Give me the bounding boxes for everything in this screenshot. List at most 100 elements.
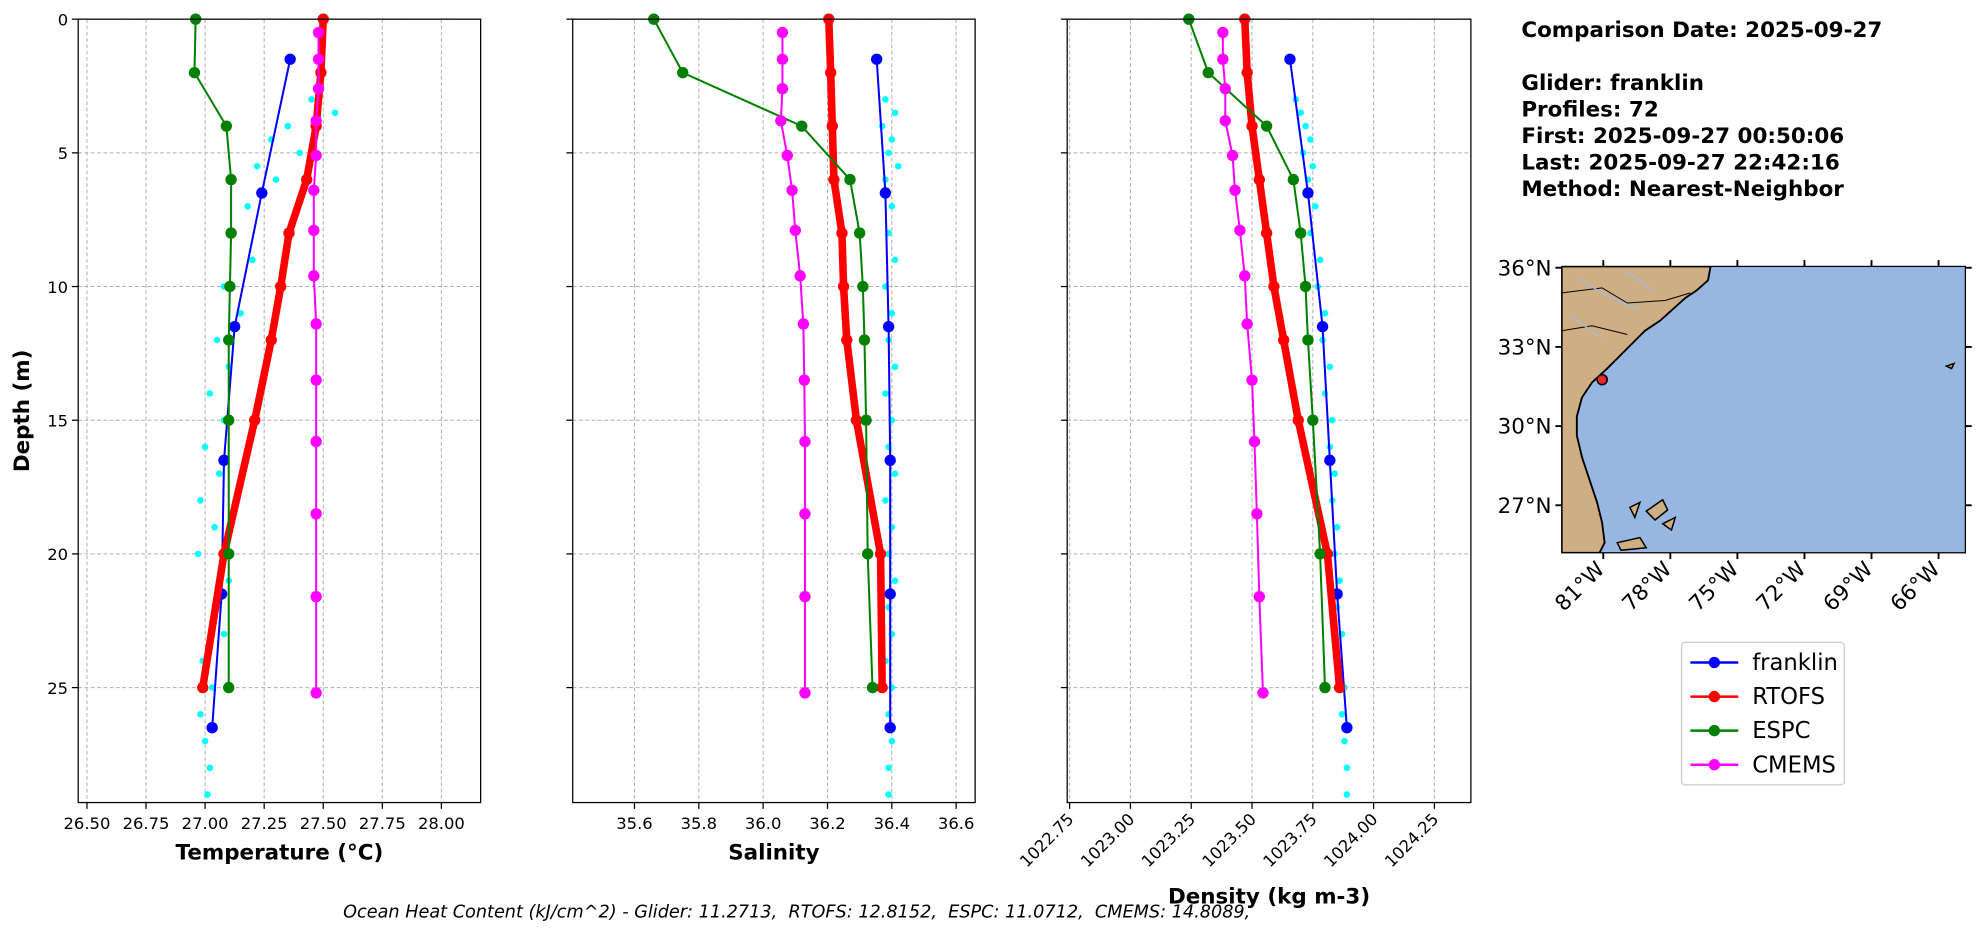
footer: Ocean Heat Content (kJ/cm^2) - Glider: 1…: [343, 902, 1250, 922]
glider-point: [201, 443, 209, 451]
info-line: Glider: franklin: [1521, 71, 1704, 96]
profile-marker: [798, 374, 810, 386]
x-tick-label: 35.6: [616, 814, 652, 833]
profile-marker: [799, 508, 811, 520]
glider-point: [894, 162, 902, 170]
profile-marker: [1268, 280, 1280, 293]
profile-marker: [265, 334, 277, 346]
profile-marker: [308, 184, 320, 196]
x-tick-label: 36.0: [745, 814, 781, 833]
profile-marker: [312, 53, 325, 65]
profile-marker: [223, 414, 235, 426]
glider-point: [1338, 711, 1346, 718]
glider-point: [1297, 109, 1304, 117]
glider-point: [331, 109, 339, 117]
profile-marker: [796, 120, 808, 132]
x-tick-label: 1022.75: [1016, 810, 1077, 871]
glider-point: [885, 149, 892, 157]
x-tick-label: 26.75: [123, 814, 170, 833]
glider-point: [216, 470, 223, 477]
profile-marker: [884, 588, 896, 600]
profile-marker: [256, 187, 268, 199]
glider-point: [888, 737, 896, 745]
glider-point: [206, 390, 214, 397]
profile-marker: [1260, 227, 1273, 239]
axes-frame: [572, 18, 976, 804]
x-tick-label: 28.00: [418, 814, 465, 833]
map-frame: [1561, 265, 1967, 554]
legend-label: RTOFS: [1752, 684, 1825, 710]
legend-marker: [1708, 656, 1721, 669]
glider-point: [1316, 256, 1324, 264]
glider-point: [197, 497, 204, 504]
profile-marker: [310, 508, 322, 520]
profile-marker: [1217, 26, 1229, 39]
map-y-tick-label: 36°N: [1498, 256, 1552, 281]
glider-point: [888, 309, 896, 317]
y-tick-label: 0: [58, 10, 68, 29]
profile-marker: [1246, 374, 1258, 386]
profile-marker: [825, 66, 837, 79]
glider-point: [888, 136, 896, 143]
profile-marker: [884, 454, 896, 467]
profile-marker: [223, 548, 235, 560]
map-y-tick-label: 27°N: [1498, 494, 1552, 519]
profile-marker: [677, 66, 689, 79]
profile-marker: [1307, 414, 1319, 426]
glider-point: [253, 162, 261, 170]
profile-marker: [850, 414, 863, 426]
profile-marker: [884, 722, 896, 734]
profile-marker: [1316, 320, 1329, 333]
profile-marker: [1241, 318, 1253, 330]
glider-point: [201, 737, 209, 745]
profile-marker: [1319, 681, 1331, 694]
profile-marker: [799, 591, 811, 603]
map-x-tick-label: 69°W: [1819, 557, 1879, 617]
glider-point: [249, 256, 256, 264]
profile-marker: [797, 318, 810, 330]
legend-marker: [1708, 690, 1721, 703]
legend-marker: [1708, 724, 1721, 737]
profile-marker: [776, 83, 789, 95]
glider-point: [284, 122, 292, 130]
glider-point: [244, 203, 251, 210]
y-axis-title: Depth (m): [10, 350, 35, 473]
profile-marker: [1219, 83, 1231, 95]
profile-line: [652, 18, 874, 688]
profile-marker: [1226, 149, 1239, 162]
x-tick-label: 26.50: [64, 814, 111, 833]
profile-marker: [223, 681, 235, 694]
profile-marker: [188, 66, 201, 79]
profile-marker: [781, 149, 793, 162]
profile-marker: [1229, 184, 1241, 196]
profile-marker: [1287, 173, 1300, 186]
glider-point: [1341, 737, 1348, 745]
profile-marker: [1253, 173, 1265, 186]
profile-marker: [312, 26, 325, 39]
x-tick-label: 1023.00: [1077, 810, 1138, 871]
profile-marker: [310, 687, 322, 699]
profile-marker: [197, 681, 209, 694]
profile-marker: [1314, 548, 1326, 560]
glider-point: [1309, 162, 1317, 170]
profile-line: [211, 59, 292, 728]
profile-marker: [218, 454, 230, 467]
glider-point: [1326, 363, 1334, 371]
info-line: Last: 2025-09-27 22:42:16: [1521, 150, 1839, 175]
legend-label: ESPC: [1752, 718, 1810, 744]
profile-marker: [1260, 120, 1273, 132]
glider-point: [1321, 309, 1329, 317]
profile-marker: [874, 548, 887, 560]
x-axis-title: Density (kg m-3): [1168, 884, 1370, 909]
profile-marker: [876, 681, 888, 694]
glider-point: [220, 630, 228, 638]
profile-marker: [1284, 53, 1296, 65]
profile-marker: [315, 66, 327, 79]
profile-marker: [225, 173, 237, 186]
x-tick-label: 36.6: [938, 814, 974, 833]
glider-point: [1307, 136, 1314, 143]
rivers: [1570, 270, 1653, 339]
profile-marker: [860, 414, 872, 426]
map-x-tick-label: 75°W: [1685, 557, 1745, 617]
